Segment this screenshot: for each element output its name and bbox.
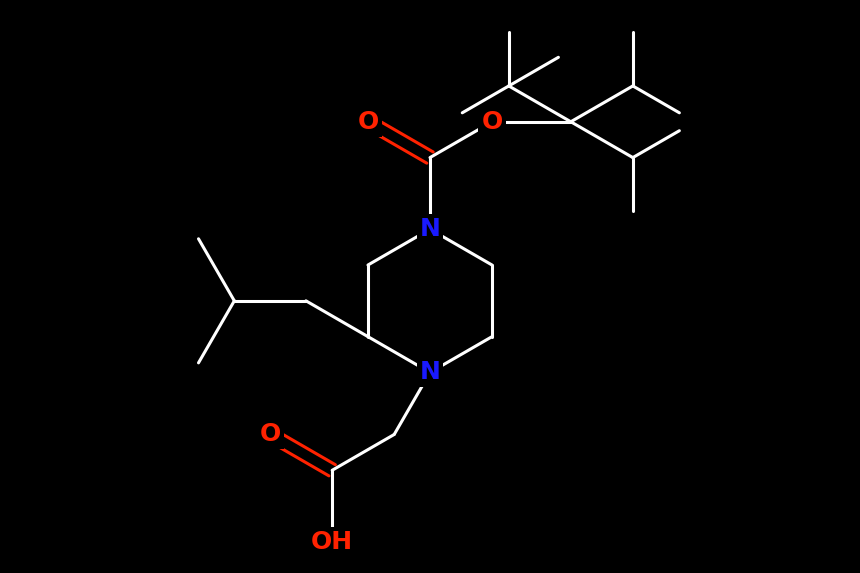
Text: OH: OH	[311, 530, 353, 554]
Text: N: N	[420, 217, 440, 241]
Text: O: O	[260, 422, 280, 446]
Text: O: O	[358, 110, 378, 134]
Text: N: N	[420, 360, 440, 384]
Text: O: O	[482, 110, 502, 134]
